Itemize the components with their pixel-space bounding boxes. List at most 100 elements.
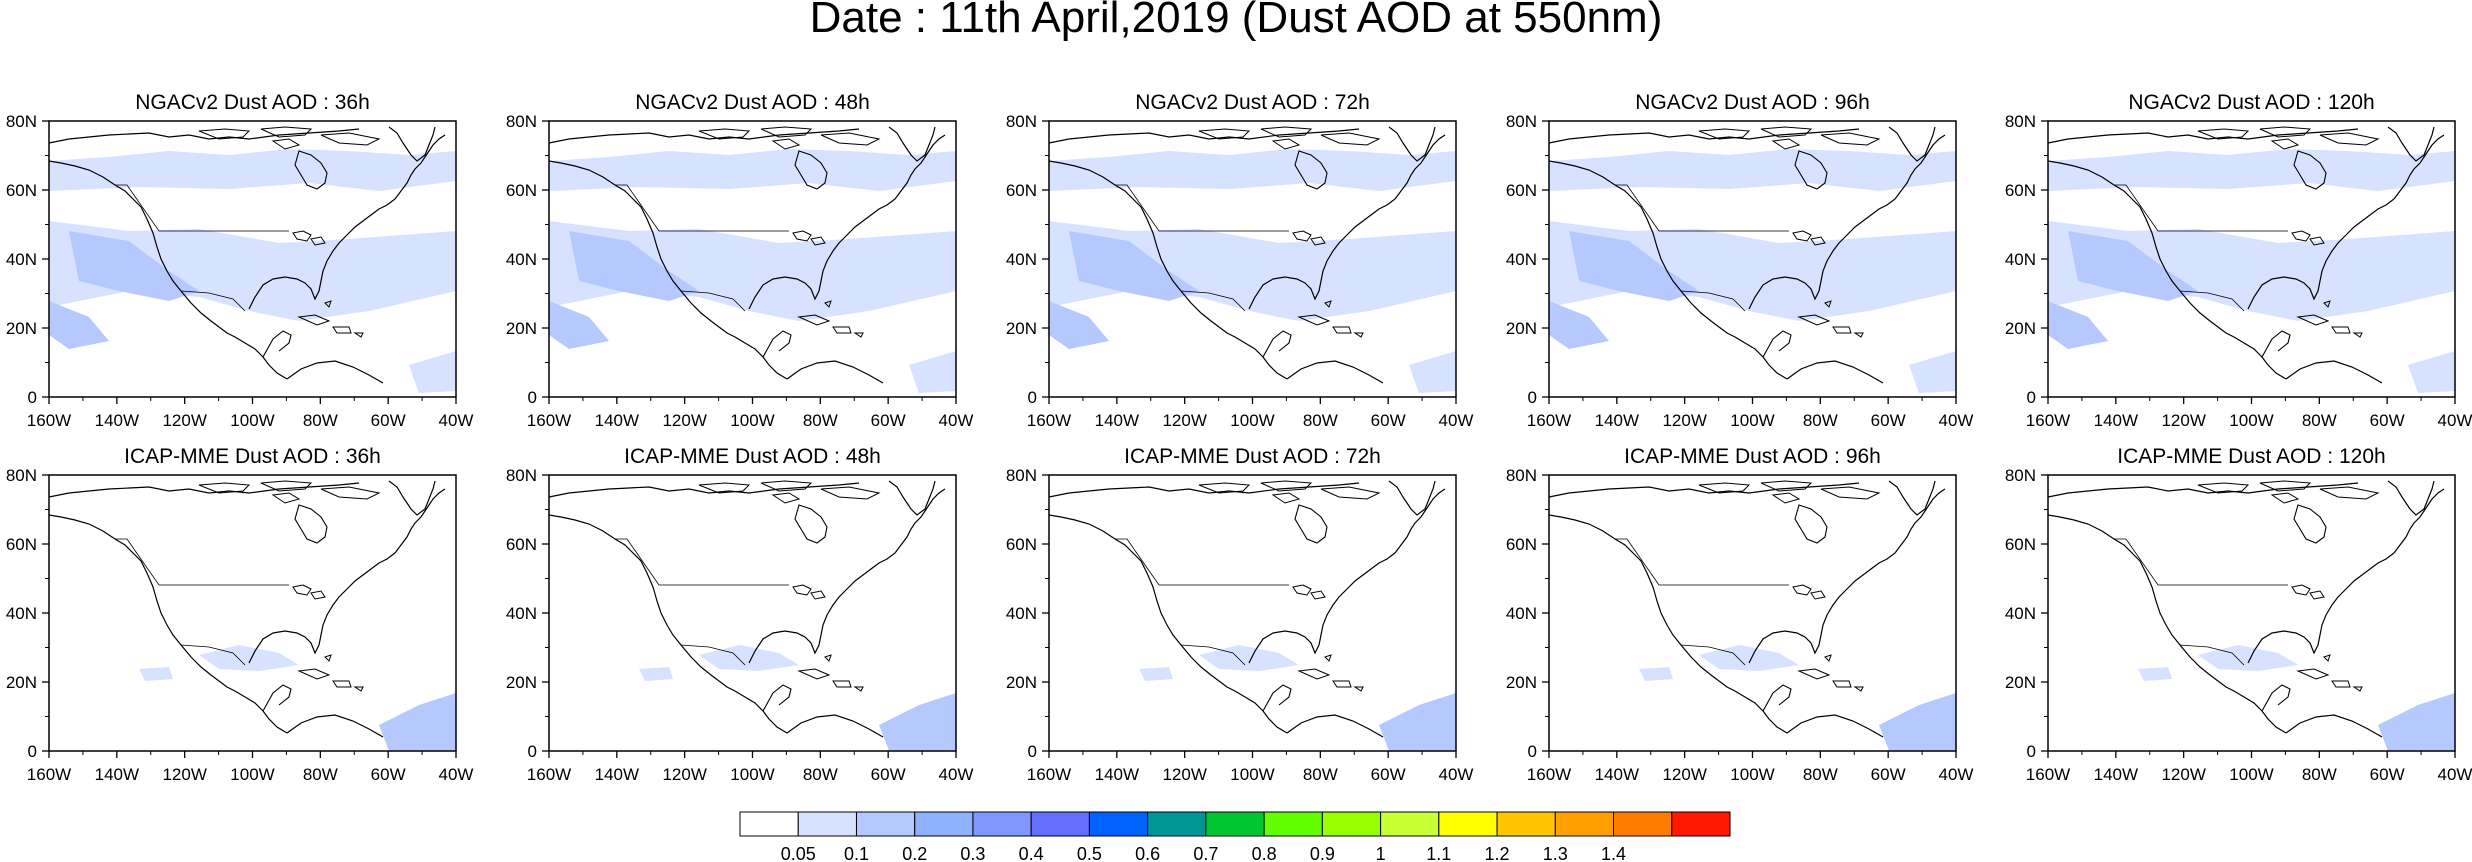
dust-aod-shading	[2048, 301, 2108, 349]
panel-title: NGACv2 Dust AOD : 36h	[135, 91, 370, 114]
colorbar-swatch	[1496, 811, 1556, 837]
dust-aod-shading	[2198, 645, 2298, 671]
colorbar-label: 1.1	[1426, 844, 1451, 862]
x-tick-label: 140W	[1595, 765, 1639, 784]
x-tick-label: 40W	[2438, 765, 2472, 784]
y-tick-label: 40N	[2005, 604, 2036, 623]
y-tick-label: 0	[1028, 742, 1037, 761]
x-tick-label: 100W	[1230, 765, 1274, 784]
colorbar-swatch	[1438, 811, 1498, 837]
x-tick-label: 100W	[230, 411, 274, 430]
map-panel: ICAP-MME Dust AOD : 96h 160W 140W 120W 100W 8…	[1506, 445, 1974, 784]
colorbar-label: 0.9	[1310, 844, 1335, 862]
x-tick-label: 120W	[2161, 765, 2205, 784]
y-tick-label: 80N	[506, 112, 537, 131]
colorbar-swatch	[797, 811, 857, 837]
y-tick-label: 40N	[2005, 250, 2036, 269]
x-tick-label: 80W	[2302, 765, 2337, 784]
colorbar-swatch	[1147, 811, 1207, 837]
dust-aod-shading	[1549, 301, 1609, 349]
y-tick-label: 80N	[506, 466, 537, 485]
x-tick-label: 60W	[371, 411, 406, 430]
map-background	[2048, 475, 2455, 751]
map-panel: ICAP-MME Dust AOD : 48h 160W 140W 120W 100W 8…	[506, 445, 974, 784]
x-tick-label: 160W	[1027, 411, 1071, 430]
dust-aod-shading	[139, 667, 173, 681]
colorbar-label: 0.8	[1252, 844, 1277, 862]
x-tick-label: 40W	[1439, 411, 1474, 430]
dust-aod-shading	[49, 149, 456, 191]
dust-aod-shading	[1199, 645, 1299, 671]
x-tick-label: 140W	[1595, 411, 1639, 430]
y-tick-label: 80N	[1006, 112, 1037, 131]
x-tick-label: 40W	[439, 765, 474, 784]
y-tick-label: 0	[2027, 388, 2036, 407]
panel-title: NGACv2 Dust AOD : 48h	[635, 91, 870, 114]
x-tick-label: 160W	[27, 411, 71, 430]
figure-title: Date : 11th April,2019 (Dust AOD at 550n…	[810, 0, 1663, 42]
y-tick-label: 60N	[2005, 535, 2036, 554]
colorbar-label: 1	[1376, 844, 1386, 862]
dust-aod-shading	[2378, 693, 2455, 751]
x-tick-label: 60W	[871, 765, 906, 784]
x-tick-label: 120W	[162, 765, 206, 784]
x-tick-label: 40W	[1939, 765, 1974, 784]
x-tick-label: 60W	[2370, 411, 2405, 430]
x-tick-label: 140W	[95, 411, 139, 430]
y-tick-label: 0	[1028, 388, 1037, 407]
dust-aod-shading	[1879, 693, 1956, 751]
x-tick-label: 100W	[730, 411, 774, 430]
map-panel: NGACv2 Dust AOD : 96h 160W 140W 120W 100W 80W…	[1506, 91, 1974, 430]
x-tick-label: 160W	[27, 765, 71, 784]
y-tick-label: 20N	[506, 319, 537, 338]
x-tick-label: 100W	[230, 765, 274, 784]
dust-aod-shading	[199, 645, 299, 671]
y-tick-label: 0	[1528, 388, 1537, 407]
y-tick-label: 40N	[6, 250, 37, 269]
x-tick-label: 140W	[595, 765, 639, 784]
x-tick-label: 140W	[1095, 411, 1139, 430]
y-tick-label: 80N	[2005, 466, 2036, 485]
dust-aod-shading	[1049, 149, 1456, 191]
dust-aod-shading	[699, 645, 799, 671]
y-tick-label: 80N	[1506, 466, 1537, 485]
y-tick-label: 60N	[1506, 535, 1537, 554]
dust-aod-shading	[1639, 667, 1673, 681]
y-tick-label: 20N	[2005, 673, 2036, 692]
x-tick-label: 120W	[1662, 765, 1706, 784]
y-tick-label: 20N	[6, 673, 37, 692]
dust-aod-shading	[879, 693, 956, 751]
map-panel: NGACv2 Dust AOD : 48h 160W 140W 120W 100W 80W…	[506, 91, 974, 430]
colorbar-label: 1.3	[1543, 844, 1568, 862]
x-tick-label: 100W	[2229, 411, 2273, 430]
colorbar-swatch	[1030, 811, 1090, 837]
map-panel: ICAP-MME Dust AOD : 36h 160W 140W 120W 100W 8…	[6, 445, 474, 784]
x-tick-label: 120W	[1662, 411, 1706, 430]
map-background	[549, 475, 956, 751]
y-tick-label: 20N	[1506, 319, 1537, 338]
dust-aod-shading	[569, 231, 699, 301]
colorbar-swatch	[1088, 811, 1149, 837]
colorbar-label: 0.3	[960, 844, 985, 862]
colorbar-label: 0.1	[844, 844, 869, 862]
x-tick-label: 60W	[871, 411, 906, 430]
y-tick-label: 60N	[506, 181, 537, 200]
x-tick-label: 140W	[2094, 411, 2138, 430]
map-panel: ICAP-MME Dust AOD : 120h 160W 140W 120W 100W…	[2005, 445, 2472, 784]
y-tick-label: 60N	[1006, 535, 1037, 554]
colorbar-label: 0.2	[902, 844, 927, 862]
y-tick-label: 60N	[6, 535, 37, 554]
x-tick-label: 80W	[303, 411, 338, 430]
y-tick-label: 0	[528, 742, 537, 761]
dust-aod-shading	[1049, 301, 1109, 349]
y-tick-label: 20N	[2005, 319, 2036, 338]
dust-aod-shading	[2048, 221, 2455, 321]
x-tick-label: 100W	[1230, 411, 1274, 430]
colorbar-swatch	[739, 811, 799, 837]
x-tick-label: 140W	[595, 411, 639, 430]
x-tick-label: 60W	[371, 765, 406, 784]
panel-title: ICAP-MME Dust AOD : 120h	[2117, 445, 2385, 468]
dust-aod-shading	[549, 221, 956, 321]
colorbar-swatch	[1321, 811, 1382, 837]
